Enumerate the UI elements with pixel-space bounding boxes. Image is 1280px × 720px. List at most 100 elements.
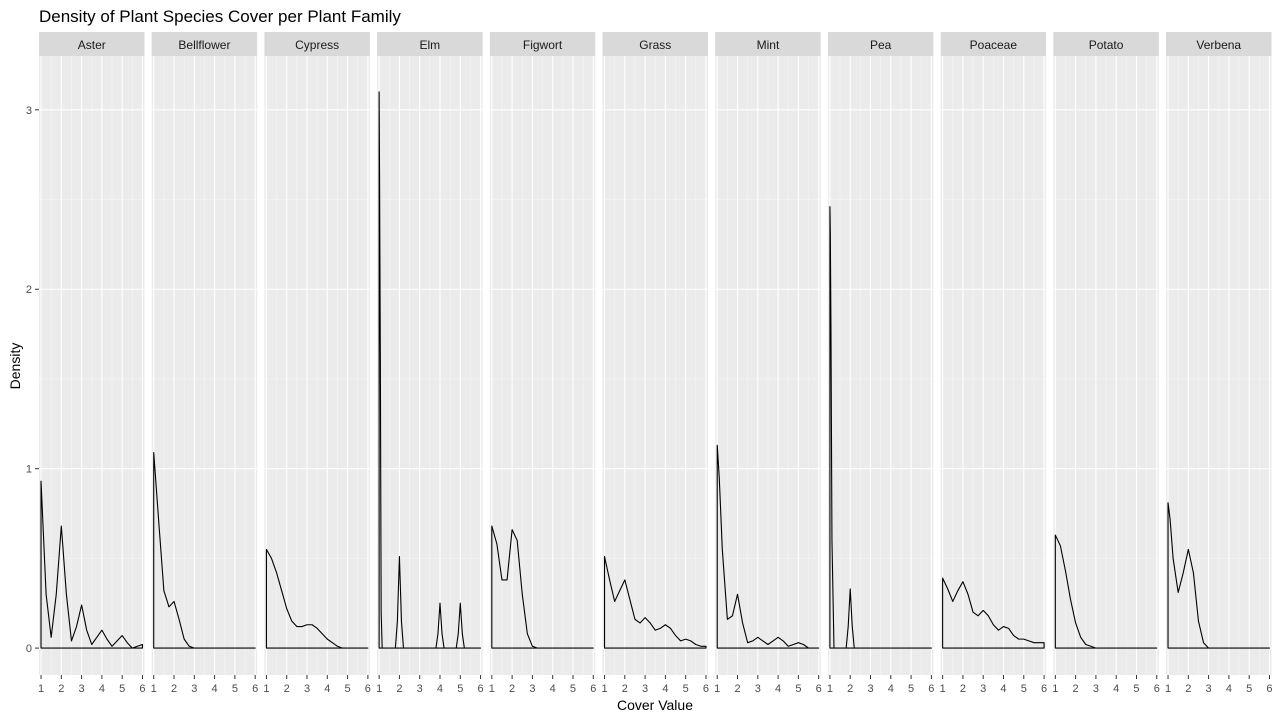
facet-strip-label: Verbena	[1196, 38, 1241, 52]
x-tick-label: 6	[478, 683, 484, 695]
x-tick-label: 3	[1206, 683, 1212, 695]
y-axis: 0 1 2 3	[26, 105, 39, 655]
density-curve-pea	[829, 206, 932, 649]
facet-strip	[827, 32, 934, 56]
x-tick-label: 6	[816, 683, 822, 695]
x-tick-label: 4	[437, 683, 443, 695]
facet-strip	[1166, 32, 1272, 56]
x-tick-label: 6	[1266, 683, 1272, 695]
x-tick-label: 6	[1041, 683, 1047, 695]
x-tick-label: 3	[79, 683, 85, 695]
x-axis-title: Cover Value	[617, 697, 693, 713]
x-tick-label: 1	[940, 683, 946, 695]
x-tick-label: 3	[304, 683, 310, 695]
x-tick-label: 2	[960, 683, 966, 695]
facet-verbena: Verbena 1 2 3 4 5 6	[1165, 32, 1273, 695]
facet-poaceae: Poaceae 1 2 3 4 5 6	[940, 32, 1047, 695]
facet-strip-label: Pea	[870, 38, 892, 52]
density-curve-potato	[1054, 534, 1158, 649]
facet-strip	[1053, 32, 1159, 56]
x-tick-label: 2	[847, 683, 853, 695]
facet-strip-label: Grass	[639, 38, 671, 52]
x-tick-label: 6	[365, 683, 371, 695]
x-tick-label: 5	[1246, 683, 1252, 695]
facet-grass: Grass 1 2 3 4 5 6	[601, 32, 709, 695]
x-tick-label: 5	[1133, 683, 1139, 695]
y-tick-label: 3	[26, 105, 32, 117]
facet-aster: Aster 1 2 3 4 5 6	[38, 32, 146, 695]
facet-potato: Potato 1 2 3 4 5 6	[1052, 32, 1160, 695]
x-tick-label: 5	[1021, 683, 1027, 695]
x-tick-label: 4	[775, 683, 781, 695]
density-curve-bellflower	[153, 451, 256, 649]
x-tick-label: 3	[191, 683, 197, 695]
x-tick-label: 6	[139, 683, 145, 695]
facet-strip	[715, 32, 821, 56]
density-curve-aster	[40, 480, 144, 649]
x-tick-label: 6	[590, 683, 596, 695]
x-tick-label: 2	[1073, 683, 1079, 695]
x-tick-label: 5	[795, 683, 801, 695]
x-tick-label: 3	[1093, 683, 1099, 695]
x-tick-label: 2	[171, 683, 177, 695]
x-tick-label: 5	[119, 683, 125, 695]
facet-strip-label: Potato	[1089, 38, 1124, 52]
x-tick-label: 3	[642, 683, 648, 695]
x-tick-label: 3	[867, 683, 873, 695]
x-tick-label: 2	[58, 683, 64, 695]
x-tick-label: 4	[99, 683, 105, 695]
x-tick-label: 5	[570, 683, 576, 695]
x-tick-label: 3	[529, 683, 535, 695]
x-tick-label: 1	[376, 683, 382, 695]
facet-strip	[377, 32, 483, 56]
density-curve-verbena	[1167, 502, 1271, 649]
x-tick-label: 1	[151, 683, 157, 695]
facet-strip	[39, 32, 145, 56]
x-tick-label: 2	[396, 683, 402, 695]
facet-strip-label: Poaceae	[970, 38, 1018, 52]
x-tick-label: 3	[980, 683, 986, 695]
facet-strip	[151, 32, 258, 56]
density-curve-elm	[378, 91, 482, 649]
facet-strip-label: Bellflower	[178, 38, 230, 52]
facet-pea: Pea 1 2 3 4 5 6	[827, 32, 934, 695]
x-tick-label: 4	[1000, 683, 1006, 695]
x-tick-label: 4	[888, 683, 894, 695]
facet-mint: Mint 1 2 3 4 5 6	[714, 32, 822, 695]
facet-figwort: Figwort 1 2 3 4 5 6	[489, 32, 596, 695]
x-tick-label: 2	[622, 683, 628, 695]
facet-panels: Aster 1 2 3 4 5 6 Bellflower 1 2 3 4 5 6 Cypress 1 2 3 4 5 6…	[38, 32, 1273, 695]
facet-strip-label: Mint	[757, 38, 780, 52]
density-curve-grass	[603, 556, 707, 649]
x-tick-label: 5	[908, 683, 914, 695]
x-tick-label: 6	[1154, 683, 1160, 695]
x-tick-label: 3	[417, 683, 423, 695]
x-tick-label: 6	[928, 683, 934, 695]
x-tick-label: 6	[252, 683, 258, 695]
x-tick-label: 2	[509, 683, 515, 695]
facet-strip-label: Figwort	[523, 38, 563, 52]
x-tick-label: 6	[703, 683, 709, 695]
x-tick-label: 4	[550, 683, 556, 695]
y-tick-label: 0	[26, 643, 32, 655]
x-tick-label: 2	[284, 683, 290, 695]
x-tick-label: 1	[1052, 683, 1058, 695]
y-axis-title: Density	[7, 343, 23, 390]
density-curve-poaceae	[942, 577, 1045, 649]
x-tick-label: 5	[345, 683, 351, 695]
facet-strip	[940, 32, 1047, 56]
facet-strip-label: Aster	[78, 38, 106, 52]
y-tick-label: 2	[26, 284, 32, 296]
x-tick-label: 1	[489, 683, 495, 695]
facet-elm: Elm 1 2 3 4 5 6	[376, 32, 484, 695]
x-tick-label: 4	[212, 683, 218, 695]
x-tick-label: 4	[662, 683, 668, 695]
facet-strip	[602, 32, 708, 56]
x-tick-label: 2	[734, 683, 740, 695]
facet-strip-label: Elm	[420, 38, 441, 52]
facet-strip-label: Cypress	[295, 38, 339, 52]
x-tick-label: 1	[263, 683, 269, 695]
y-tick-label: 1	[26, 464, 32, 476]
x-tick-label: 4	[324, 683, 330, 695]
